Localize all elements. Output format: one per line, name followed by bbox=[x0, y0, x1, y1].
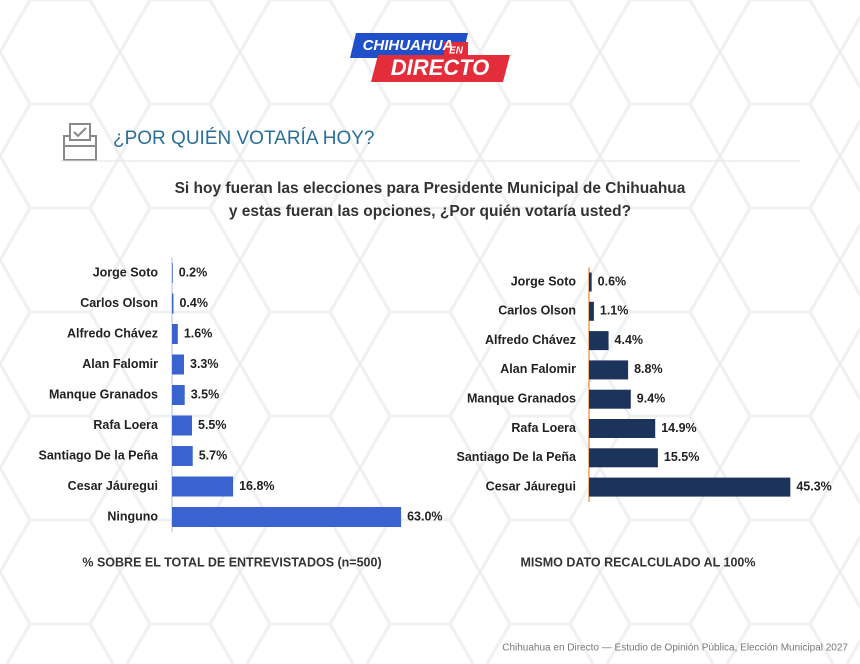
category-label: Rafa Loera bbox=[93, 418, 159, 432]
bar bbox=[172, 446, 193, 466]
category-label: Carlos Olson bbox=[498, 304, 576, 318]
bar bbox=[589, 389, 631, 409]
logo-text: CHIHUAHUA bbox=[363, 37, 454, 54]
bar bbox=[172, 263, 173, 283]
bar bbox=[589, 301, 594, 321]
category-label: Alfredo Chávez bbox=[67, 326, 158, 340]
category-label: Cesar Jáuregui bbox=[68, 479, 158, 493]
bar bbox=[172, 354, 184, 375]
value-label: 5.7% bbox=[199, 448, 228, 462]
bar bbox=[172, 324, 178, 344]
value-label: 14.9% bbox=[661, 421, 696, 435]
bar bbox=[172, 507, 402, 527]
value-label: 63.0% bbox=[407, 509, 442, 523]
value-label: 1.1% bbox=[600, 304, 629, 318]
value-label: 5.5% bbox=[198, 418, 227, 432]
logo-text: DIRECTO bbox=[391, 55, 490, 80]
value-label: 15.5% bbox=[664, 450, 699, 464]
bar bbox=[589, 419, 656, 438]
category-label: Rafa Loera bbox=[511, 421, 577, 435]
footer: Chihuahua en Directo — Estudio de Opinió… bbox=[502, 643, 848, 654]
bar bbox=[589, 360, 629, 380]
value-label: 1.6% bbox=[184, 326, 213, 340]
bar bbox=[589, 477, 791, 497]
ballot-icon bbox=[63, 123, 97, 161]
category-label: Alan Falomir bbox=[82, 357, 158, 371]
category-label: Carlos Olson bbox=[80, 296, 158, 310]
category-label: Alfredo Chávez bbox=[485, 333, 576, 347]
chart-caption: % SOBRE EL TOTAL DE ENTREVISTADOS (n=500… bbox=[82, 555, 381, 569]
logo-blue bbox=[350, 33, 468, 58]
chart-caption: MISMO DATO RECALCULADO AL 100% bbox=[521, 555, 756, 569]
category-label: Cesar Jáuregui bbox=[486, 479, 576, 493]
question: Si hoy fueran las elecciones para Presid… bbox=[175, 180, 686, 197]
value-label: 3.5% bbox=[191, 387, 220, 401]
value-label: 0.2% bbox=[179, 265, 208, 279]
category-label: Santiago De la Peña bbox=[457, 450, 578, 464]
category-label: Alan Falomir bbox=[500, 362, 576, 376]
value-label: 45.3% bbox=[796, 479, 831, 493]
category-label: Jorge Soto bbox=[511, 274, 577, 288]
bar bbox=[172, 385, 185, 405]
logo-red bbox=[371, 55, 510, 82]
value-label: 9.4% bbox=[637, 391, 666, 405]
logo-badge-text: EN bbox=[449, 46, 464, 57]
value-label: 0.6% bbox=[598, 274, 627, 288]
category-label: Manque Granados bbox=[467, 391, 576, 405]
bar bbox=[589, 448, 658, 468]
value-label: 8.8% bbox=[634, 362, 663, 376]
category-label: Jorge Soto bbox=[93, 265, 159, 279]
category-label: Manque Granados bbox=[49, 387, 158, 401]
bar bbox=[589, 331, 609, 351]
bar bbox=[172, 293, 174, 314]
bar bbox=[172, 415, 192, 436]
bar bbox=[589, 272, 592, 292]
question: y estas fueran las opciones, ¿Por quién … bbox=[229, 203, 631, 220]
section-title: ¿POR QUIÉN VOTARÍA HOY? bbox=[113, 128, 374, 149]
bar bbox=[172, 476, 234, 497]
category-label: Santiago De la Peña bbox=[39, 448, 160, 462]
value-label: 4.4% bbox=[615, 333, 644, 347]
value-label: 3.3% bbox=[190, 357, 219, 371]
value-label: 16.8% bbox=[239, 479, 274, 493]
category-label: Ninguno bbox=[107, 509, 158, 523]
logo: CHIHUAHUA EN DIRECTO bbox=[350, 33, 510, 82]
value-label: 0.4% bbox=[179, 296, 208, 310]
logo-badge bbox=[444, 42, 468, 58]
